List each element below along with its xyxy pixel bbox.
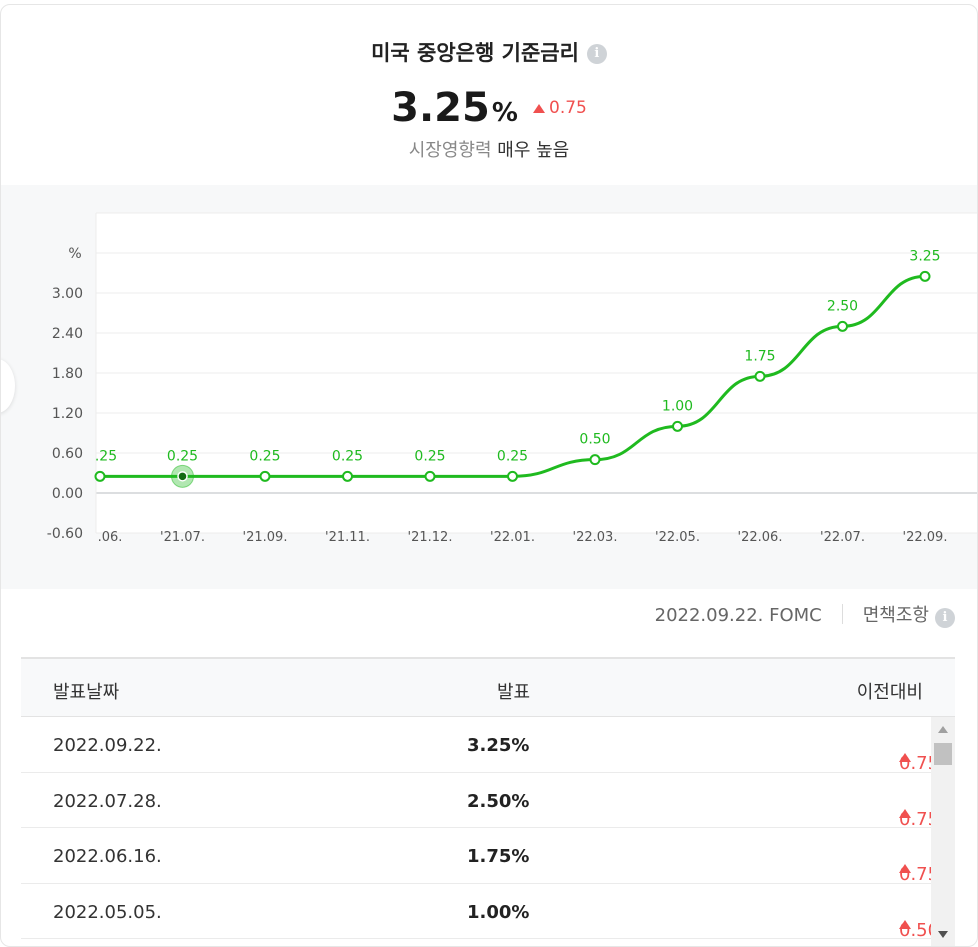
- series-line: [100, 274, 926, 478]
- row-date: 2022.07.28.: [53, 790, 162, 812]
- info-icon[interactable]: i: [935, 608, 955, 628]
- x-tick-label: '22.06.: [738, 530, 783, 545]
- y-axis-label: %: [68, 246, 81, 262]
- impact-label: 시장영향력: [408, 140, 492, 161]
- data-label: .25: [95, 448, 117, 464]
- row-change-value: 0.50: [899, 919, 940, 941]
- header-value: 발표: [497, 682, 531, 703]
- data-points: .25 0.25 0.25 0.25 0.25 0.25 0.50 1.00 1.75 2.50 3…: [94, 248, 941, 488]
- data-label: 0.25: [332, 448, 363, 464]
- data-label: 1.75: [744, 348, 775, 364]
- data-point: [342, 470, 353, 482]
- rate-header: 미국 중앙은행 기준금리 i 3.25% 0.75 시장영향력 매우 높음: [1, 5, 977, 185]
- rate-line-chart: % 3.00 2.40 1.80 1.20 0.60 0.00 -0.60 .06. '21.0…: [47, 212, 977, 545]
- row-value: 3.25%: [467, 735, 530, 756]
- header-date: 발표날짜: [53, 682, 120, 703]
- row-change-value: 0.75: [899, 808, 940, 830]
- divider: [841, 604, 843, 624]
- data-label: 0.25: [414, 448, 445, 464]
- chart-prev-button[interactable]: [1, 359, 15, 413]
- data-point: [259, 470, 271, 482]
- info-icon[interactable]: i: [586, 44, 607, 64]
- x-tick-label: '22.07.: [820, 530, 865, 545]
- data-label: 0.50: [579, 432, 610, 448]
- rate-change-value: 0.75: [549, 98, 587, 118]
- rate-unit: %: [491, 98, 518, 128]
- row-value: 1.00%: [467, 901, 530, 923]
- table-row: 2022.06.16. 1.75% 0.75: [21, 828, 955, 885]
- table-row: 2022.05.05. 1.00% 0.50: [21, 884, 955, 941]
- disclaimer-link[interactable]: 면책조항: [862, 605, 929, 626]
- chart-area: % 3.00 2.40 1.80 1.20 0.60 0.00 -0.60 .06. '21.0…: [1, 185, 977, 589]
- impact-value: 매우 높음: [497, 140, 570, 161]
- x-tick-label: '22.03.: [573, 530, 618, 545]
- announcement-table: 발표날짜 발표 이전대비 2022.09.22. 3.25% 0.75 2022…: [21, 657, 955, 946]
- y-tick-label: 0.00: [52, 486, 83, 502]
- title-text: 미국 중앙은행 기준금리: [371, 41, 579, 65]
- rate-title: 미국 중앙은행 기준금리 i: [1, 37, 977, 67]
- data-label: 0.25: [167, 448, 198, 464]
- up-triangle-icon: [899, 864, 911, 873]
- up-triangle-icon: [899, 753, 911, 762]
- up-triangle-icon: [899, 919, 911, 929]
- x-tick-label: .06.: [98, 530, 123, 545]
- series-path: [100, 274, 926, 478]
- row-date: 2022.05.05.: [53, 901, 162, 923]
- y-tick-label: -0.60: [47, 526, 83, 542]
- market-impact: 시장영향력 매우 높음: [1, 136, 977, 162]
- x-axis: .06. '21.07. '21.09. '21.11. '21.12. '22.01. '…: [98, 530, 948, 545]
- table-row: 2022.09.22. 3.25% 0.75: [21, 717, 955, 774]
- data-label: 3.25: [909, 248, 940, 264]
- data-point: [837, 320, 848, 332]
- header-change: 이전대비: [856, 682, 923, 703]
- x-tick-label: '22.01.: [490, 530, 535, 545]
- x-tick-label: '21.11.: [325, 530, 370, 545]
- scroll-thumb[interactable]: [934, 743, 952, 765]
- table-header: 발표날짜 발표 이전대비: [21, 657, 955, 717]
- data-point: [507, 470, 518, 482]
- row-date: 2022.09.22.: [53, 735, 162, 756]
- y-tick-label: 2.40: [52, 326, 83, 342]
- y-axis: % 3.00 2.40 1.80 1.20 0.60 0.00 -0.60: [47, 246, 83, 542]
- y-tick-label: 1.20: [52, 406, 83, 422]
- row-value: 1.75%: [467, 846, 530, 867]
- up-triangle-icon: [533, 104, 545, 113]
- table-body[interactable]: 2022.09.22. 3.25% 0.75 2022.07.28. 2.50%…: [21, 717, 955, 946]
- x-tick-label: '21.09.: [243, 530, 288, 545]
- scroll-up-icon[interactable]: [938, 726, 948, 733]
- data-label: 0.25: [249, 448, 280, 464]
- up-triangle-icon: [899, 808, 911, 818]
- interest-rate-card: 미국 중앙은행 기준금리 i 3.25% 0.75 시장영향력 매우 높음 % 3.…: [0, 4, 978, 947]
- rate-change: 0.75: [533, 98, 587, 118]
- table-row: 2022.07.28. 2.50% 0.75: [21, 773, 955, 830]
- data-point: [589, 454, 601, 466]
- rate-value: 3.25: [391, 85, 490, 131]
- source-label: 2022.09.22. FOMC: [654, 605, 822, 626]
- scroll-down-icon[interactable]: [938, 931, 948, 938]
- x-tick-label: '21.07.: [160, 530, 205, 545]
- row-value: 2.50%: [467, 790, 530, 812]
- row-date: 2022.06.16.: [53, 846, 162, 867]
- data-point: [94, 470, 106, 482]
- row-change-value: 0.75: [899, 753, 940, 774]
- x-tick-label: '22.09.: [903, 530, 948, 545]
- data-point: [754, 370, 766, 382]
- y-tick-label: 0.60: [52, 446, 83, 462]
- source-meta: 2022.09.22. FOMC 면책조항 i: [655, 601, 955, 628]
- rate-value-row: 3.25% 0.75: [1, 85, 977, 131]
- data-label: 0.25: [497, 448, 528, 464]
- x-tick-label: '21.12.: [408, 530, 453, 545]
- data-point: [672, 420, 683, 432]
- data-point: [424, 470, 436, 482]
- x-tick-label: '22.05.: [655, 530, 700, 545]
- data-point: [177, 471, 188, 482]
- data-label: 2.50: [827, 298, 858, 314]
- y-tick-label: 3.00: [52, 286, 83, 302]
- data-point: [919, 270, 931, 282]
- table-scrollbar[interactable]: [931, 717, 955, 946]
- row-change-value: 0.75: [899, 864, 940, 885]
- data-label: 1.00: [662, 398, 693, 414]
- y-tick-label: 1.80: [52, 366, 83, 382]
